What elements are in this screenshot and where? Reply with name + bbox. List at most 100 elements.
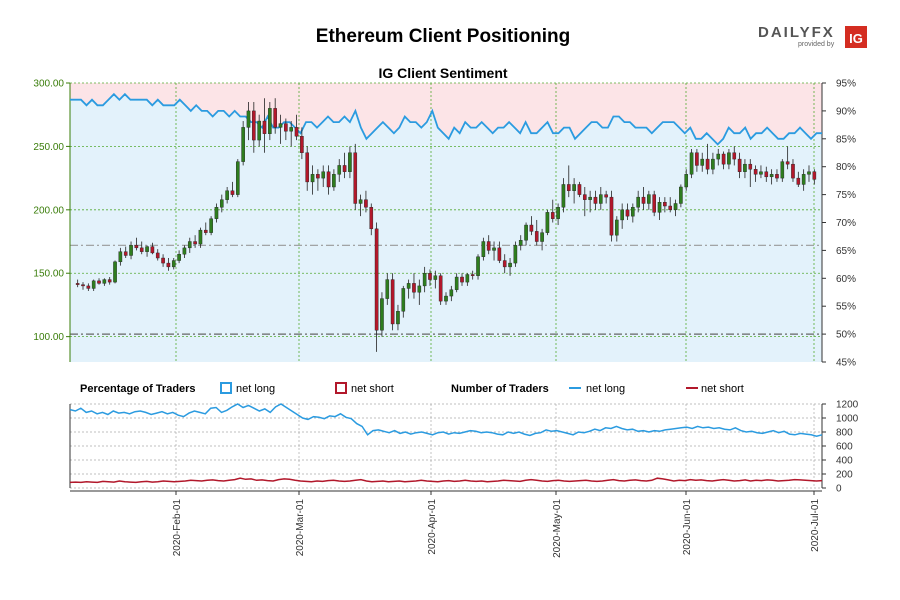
candle-body	[107, 279, 112, 283]
candle-body	[113, 261, 117, 283]
candle	[198, 227, 203, 248]
candle	[492, 241, 496, 261]
legend: Percentage of Traders net long net short…	[80, 382, 744, 395]
candle	[406, 279, 411, 299]
candle-body	[97, 280, 101, 284]
candle-body	[139, 247, 144, 252]
candle-body	[401, 288, 406, 312]
candle	[625, 203, 630, 220]
candle	[764, 166, 769, 182]
candle	[652, 190, 656, 217]
candle-body	[358, 199, 363, 204]
candle-body	[444, 295, 448, 302]
price-tick-label: 300.00	[33, 79, 64, 90]
sentiment-tick-label: 45%	[836, 358, 856, 369]
candle-body	[294, 127, 299, 137]
candle-body	[481, 241, 486, 257]
count-tick-label: 800	[836, 428, 853, 439]
candle	[257, 114, 261, 147]
candle-body	[460, 276, 464, 283]
candle	[529, 216, 534, 236]
candle-body	[289, 127, 293, 132]
candle	[134, 237, 139, 251]
legend-num-long-label: net long	[586, 383, 625, 395]
candle-body	[486, 241, 491, 251]
candle-body	[214, 207, 219, 219]
candle	[801, 169, 806, 191]
candle-body	[326, 171, 331, 188]
dailyfx-wordmark: DAILYFX	[758, 24, 835, 41]
candle	[534, 219, 539, 246]
candle-body	[198, 229, 203, 245]
candle-body	[615, 219, 619, 236]
candle-body	[353, 152, 358, 204]
candle	[342, 152, 347, 179]
legend-percentage-title: Percentage of Traders	[80, 383, 196, 395]
candle-body	[236, 161, 240, 195]
candle	[705, 143, 710, 175]
candle-body	[556, 207, 560, 219]
candle	[364, 190, 368, 213]
candle	[230, 181, 235, 198]
date-tick-label: 2020-May-01	[552, 499, 563, 558]
candle	[550, 199, 555, 223]
candle-body	[177, 254, 181, 261]
candle-body	[332, 174, 336, 188]
price-tick-label: 250.00	[33, 142, 64, 153]
sentiment-tick-label: 85%	[836, 134, 856, 145]
price-tick-label: 200.00	[33, 205, 64, 216]
candle-body	[561, 184, 566, 208]
candle	[337, 159, 342, 182]
candle-body	[663, 202, 667, 207]
count-tick-label: 200	[836, 470, 853, 481]
candle-body	[369, 207, 374, 230]
candle-body	[81, 284, 85, 287]
candle-body	[246, 110, 251, 128]
candle	[102, 278, 107, 286]
candle-body	[123, 251, 128, 256]
legend-pct-short-label: net short	[351, 383, 394, 395]
legend-number-title: Number of Traders	[451, 383, 549, 395]
candle	[647, 190, 651, 210]
candle	[743, 159, 747, 179]
candle-body	[775, 174, 779, 179]
candle	[679, 184, 683, 208]
candle-body	[150, 246, 155, 254]
count-tick-label: 400	[836, 456, 853, 467]
candle-body	[300, 136, 304, 153]
sentiment-tick-label: 95%	[836, 79, 856, 90]
candle	[465, 273, 470, 286]
candle-body	[700, 158, 705, 166]
candle-body	[540, 232, 544, 242]
candle	[396, 304, 400, 331]
count-tick-label: 1000	[836, 414, 859, 425]
candle-body	[390, 279, 395, 325]
candle-body	[91, 280, 96, 289]
ig-logo-box	[845, 26, 867, 48]
candle-body	[636, 196, 640, 208]
sentiment-tick-label: 65%	[836, 246, 856, 257]
candle-body	[534, 231, 539, 242]
candle-body	[679, 186, 683, 204]
candle	[118, 247, 123, 266]
candle	[241, 121, 245, 166]
sentiment-tick-label: 60%	[836, 274, 856, 285]
candle-body	[118, 251, 123, 263]
candle	[657, 197, 662, 220]
candle-body	[759, 171, 763, 175]
candle-body	[166, 262, 171, 268]
candle	[97, 278, 101, 285]
candle	[561, 178, 566, 213]
candle-body	[182, 247, 187, 255]
candle	[428, 269, 432, 286]
candle-body	[321, 171, 326, 179]
candle	[166, 258, 171, 271]
candle	[129, 241, 133, 260]
candle-body	[385, 279, 390, 299]
candle	[348, 146, 352, 179]
candle	[545, 209, 550, 236]
candle	[449, 285, 454, 302]
candle	[748, 159, 753, 187]
net-long-sentiment-line	[70, 92, 822, 146]
